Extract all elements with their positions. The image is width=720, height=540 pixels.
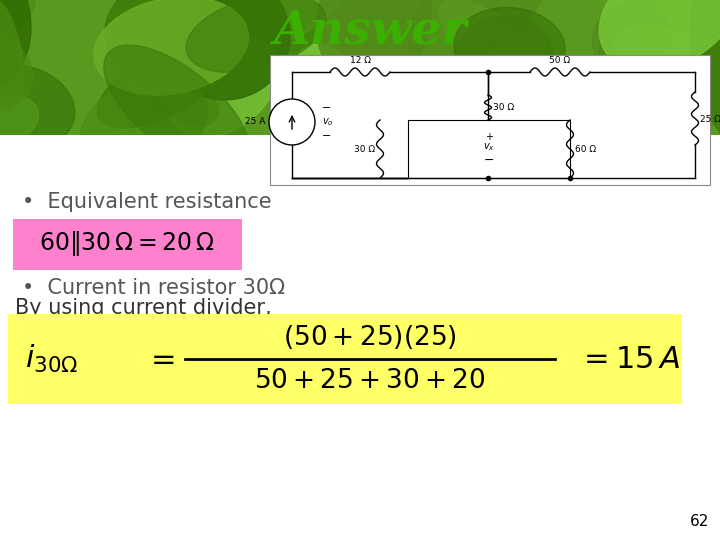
Text: 25 A: 25 A (245, 118, 265, 126)
Text: •  Current in resistor 30Ω: • Current in resistor 30Ω (22, 278, 285, 298)
Ellipse shape (153, 36, 273, 98)
Text: 60 Ω: 60 Ω (575, 145, 596, 153)
Ellipse shape (104, 45, 250, 172)
Text: By using current divider,: By using current divider, (15, 298, 271, 318)
Text: 30 Ω: 30 Ω (493, 103, 514, 111)
Ellipse shape (536, 66, 649, 179)
Ellipse shape (593, 3, 672, 70)
Ellipse shape (292, 44, 365, 146)
Ellipse shape (207, 0, 330, 55)
Ellipse shape (204, 0, 320, 69)
Text: $i_{30\Omega}$: $i_{30\Omega}$ (25, 343, 78, 375)
Ellipse shape (0, 0, 36, 47)
Ellipse shape (599, 0, 720, 139)
Ellipse shape (411, 91, 474, 197)
Ellipse shape (439, 0, 567, 108)
Ellipse shape (152, 76, 218, 125)
Circle shape (269, 99, 315, 145)
Text: 62: 62 (690, 515, 710, 530)
Text: −: − (484, 153, 494, 166)
Text: $(50+25)(25)$: $(50+25)(25)$ (283, 323, 457, 351)
FancyBboxPatch shape (0, 0, 720, 145)
Ellipse shape (0, 0, 23, 111)
Ellipse shape (408, 0, 549, 65)
Text: 30 Ω: 30 Ω (354, 145, 375, 153)
Text: 12 Ω: 12 Ω (349, 56, 371, 65)
Text: •  Equivalent resistance: • Equivalent resistance (22, 192, 271, 212)
Ellipse shape (0, 65, 75, 149)
Ellipse shape (599, 0, 720, 71)
Ellipse shape (80, 76, 207, 179)
Text: −: − (322, 131, 331, 141)
Ellipse shape (454, 8, 565, 87)
Text: $=15\,A$: $=15\,A$ (578, 343, 680, 375)
Ellipse shape (0, 97, 39, 161)
Ellipse shape (690, 0, 720, 143)
Ellipse shape (0, 25, 33, 111)
FancyBboxPatch shape (0, 135, 720, 540)
Ellipse shape (644, 0, 720, 53)
Ellipse shape (436, 100, 514, 190)
Ellipse shape (157, 0, 290, 100)
Text: Answer: Answer (274, 7, 467, 53)
Ellipse shape (94, 0, 248, 95)
Text: −: − (322, 103, 331, 113)
Ellipse shape (449, 16, 553, 115)
Text: $v_o$: $v_o$ (322, 116, 333, 128)
Ellipse shape (316, 0, 431, 87)
FancyBboxPatch shape (13, 219, 242, 270)
Ellipse shape (186, 0, 325, 72)
Ellipse shape (404, 85, 491, 163)
Ellipse shape (613, 24, 700, 78)
FancyBboxPatch shape (270, 55, 710, 185)
FancyBboxPatch shape (408, 120, 570, 178)
Text: 50 Ω: 50 Ω (549, 56, 570, 65)
Text: $60\|30\,\Omega = 20\,\Omega$: $60\|30\,\Omega = 20\,\Omega$ (39, 230, 215, 259)
Ellipse shape (211, 0, 346, 51)
Text: $v_x$: $v_x$ (483, 141, 495, 153)
FancyBboxPatch shape (8, 314, 682, 404)
Text: +: + (485, 132, 493, 142)
Ellipse shape (97, 39, 232, 128)
Ellipse shape (168, 36, 279, 138)
Ellipse shape (0, 0, 31, 93)
Ellipse shape (105, 0, 206, 86)
Text: 25 Ω: 25 Ω (700, 114, 720, 124)
Text: $=$: $=$ (145, 345, 175, 374)
Text: $50+25+30+20$: $50+25+30+20$ (254, 368, 486, 394)
